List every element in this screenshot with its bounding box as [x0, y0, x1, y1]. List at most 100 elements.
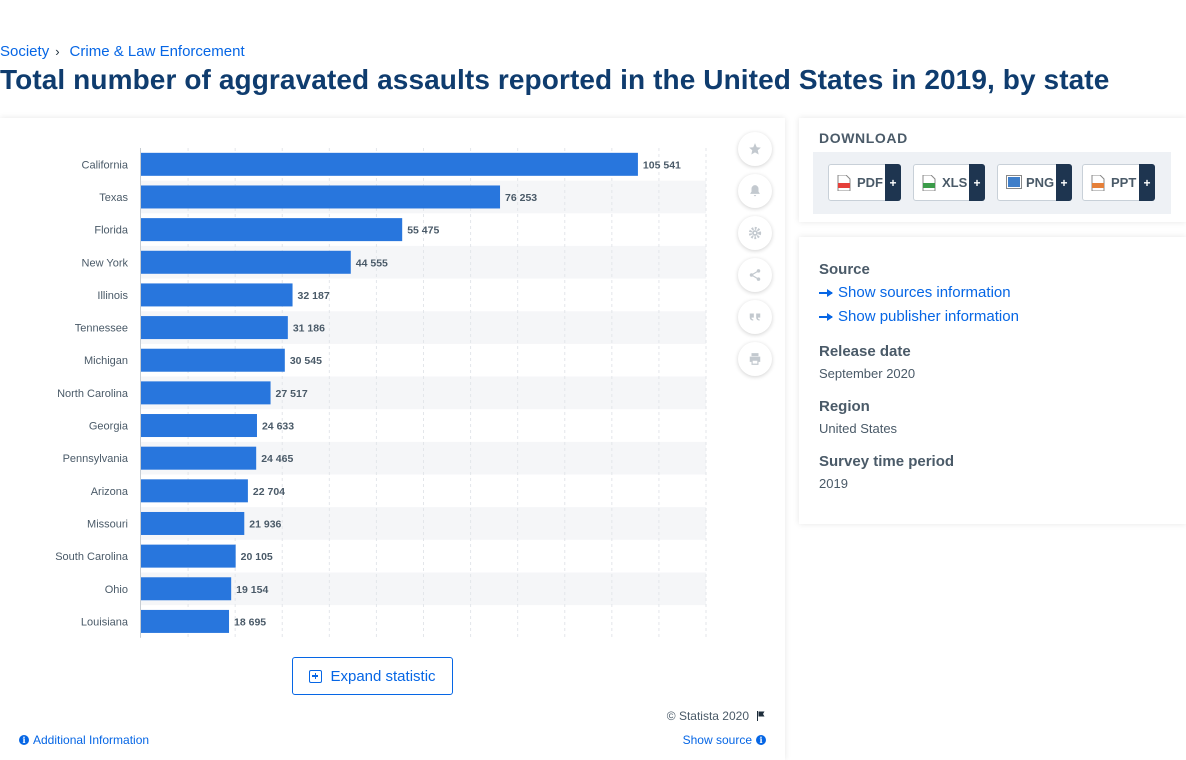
xls-plus-badge: + — [969, 164, 985, 201]
bar — [141, 544, 236, 568]
breadcrumb-crime-law[interactable]: Crime & Law Enforcement — [69, 43, 245, 60]
png-file-icon — [1006, 174, 1022, 191]
copyright-text: © Statista 2020 — [666, 709, 749, 723]
data-label: 18 695 — [234, 616, 266, 628]
region-heading: Region — [819, 398, 870, 415]
page-title: Total number of aggravated assaults repo… — [0, 64, 1110, 95]
category-label: Michigan — [84, 355, 128, 367]
additional-information-label: Additional Information — [33, 733, 150, 747]
breadcrumb-society[interactable]: Society — [0, 43, 50, 60]
category-label: Florida — [94, 225, 129, 237]
data-label: 105 541 — [643, 159, 681, 171]
category-label: Tennessee — [75, 323, 128, 335]
expand-statistic-label: Expand statistic — [330, 667, 436, 685]
ppt-file-icon — [1091, 174, 1105, 191]
data-label: 31 186 — [293, 323, 325, 335]
data-label: 27 517 — [276, 388, 308, 400]
bar — [141, 316, 288, 340]
statistic-info-panel: Source Show sources information Show pub… — [799, 237, 1186, 524]
data-label: 24 465 — [261, 453, 293, 465]
category-label: New York — [82, 257, 129, 269]
copyright: © Statista 2020 — [667, 709, 767, 723]
show-source-label: Show source — [682, 733, 752, 747]
bar — [141, 250, 351, 274]
download-png-button[interactable]: PNG + — [997, 164, 1072, 201]
bar — [141, 609, 230, 633]
arrow-right-icon — [819, 288, 833, 297]
category-label: Pennsylvania — [63, 453, 129, 465]
show-sources-label: Show sources information — [838, 284, 1011, 301]
tool-sidebar — [738, 132, 772, 384]
data-label: 76 253 — [505, 192, 537, 204]
report-flag-icon[interactable] — [755, 710, 767, 722]
favorite-star-icon[interactable] — [738, 132, 772, 166]
survey-period-heading: Survey time period — [819, 453, 955, 470]
bar — [141, 218, 403, 242]
data-label: 22 704 — [253, 486, 285, 498]
source-heading: Source — [819, 261, 870, 278]
category-label: North Carolina — [57, 388, 129, 400]
ppt-plus-badge: + — [1139, 164, 1155, 201]
data-label: 21 936 — [249, 518, 281, 530]
category-label: Missouri — [87, 518, 128, 530]
ppt-label: PPT — [1111, 175, 1137, 190]
print-icon[interactable] — [738, 342, 772, 376]
data-label: 32 187 — [298, 290, 330, 302]
download-pdf-button[interactable]: PDF + — [828, 164, 901, 201]
bar — [141, 479, 248, 503]
expand-plus-icon — [309, 669, 323, 683]
bar — [141, 511, 245, 535]
breadcrumb-separator: › — [55, 44, 60, 59]
download-xls-button[interactable]: XLS + — [913, 164, 985, 201]
category-label: Georgia — [89, 421, 129, 433]
statistic-panel: California 105 541 Texas 76 253 Florida 55 47… — [0, 118, 785, 760]
bar — [141, 381, 271, 405]
pdf-label: PDF — [857, 175, 883, 190]
png-plus-badge: + — [1056, 164, 1072, 201]
bar — [141, 414, 257, 438]
download-buttons-bar: PDF + XLS + PNG + PPT + — [813, 152, 1171, 214]
region-value: United States — [819, 421, 898, 436]
bar — [141, 348, 285, 372]
xls-file-icon — [922, 174, 936, 191]
additional-information-link[interactable]: i Additional Information — [19, 733, 149, 747]
category-label: California — [82, 159, 129, 171]
download-ppt-button[interactable]: PPT + — [1082, 164, 1155, 201]
data-label: 24 633 — [262, 421, 294, 433]
xls-label: XLS — [942, 175, 968, 190]
bar — [141, 577, 232, 601]
bar — [141, 185, 501, 209]
release-date-value: September 2020 — [819, 366, 916, 381]
bar — [141, 283, 293, 307]
pdf-plus-badge: + — [885, 164, 901, 201]
download-title: DOWNLOAD — [819, 130, 908, 146]
show-publisher-link[interactable]: Show publisher information — [819, 308, 1019, 325]
category-label: Louisiana — [81, 616, 129, 628]
data-label: 44 555 — [356, 257, 388, 269]
survey-period-value: 2019 — [819, 476, 848, 491]
data-label: 20 105 — [241, 551, 273, 563]
expand-statistic-button[interactable]: Expand statistic — [292, 657, 453, 695]
category-label: Arizona — [91, 486, 129, 498]
show-publisher-label: Show publisher information — [838, 308, 1019, 325]
category-label: South Carolina — [55, 551, 129, 563]
category-label: Texas — [99, 192, 128, 204]
png-label: PNG — [1026, 175, 1055, 190]
data-label: 19 154 — [236, 584, 268, 596]
pdf-file-icon — [837, 174, 851, 191]
bar — [141, 152, 638, 176]
category-label: Ohio — [105, 584, 128, 596]
download-panel: DOWNLOAD PDF + XLS + PNG + P — [799, 118, 1186, 222]
breadcrumb: Society › Crime & Law Enforcement — [0, 43, 245, 60]
share-icon[interactable] — [738, 258, 772, 292]
data-label: 55 475 — [407, 225, 439, 237]
show-sources-link[interactable]: Show sources information — [819, 284, 1011, 301]
show-source-link[interactable]: Show source i — [683, 733, 766, 747]
arrow-right-icon — [819, 312, 833, 321]
settings-gear-icon[interactable] — [738, 216, 772, 250]
citation-quote-icon[interactable] — [738, 300, 772, 334]
release-date-heading: Release date — [819, 343, 911, 360]
bar-chart: California 105 541 Texas 76 253 Florida 55 47… — [55, 148, 707, 638]
notification-bell-icon[interactable] — [738, 174, 772, 208]
category-label: Illinois — [97, 290, 128, 302]
